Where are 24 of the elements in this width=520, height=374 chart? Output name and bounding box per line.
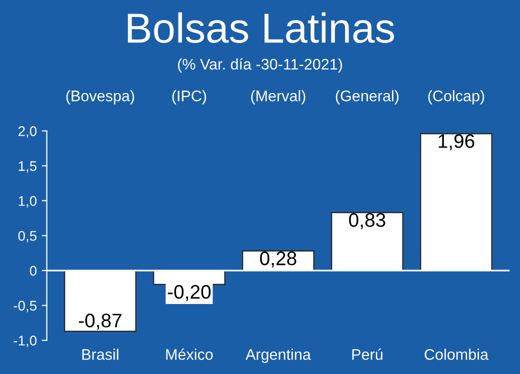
y-tick-label: -0,5 — [14, 300, 36, 312]
x-tick-label: Argentina — [246, 348, 311, 363]
chart-title: Bolsas Latinas — [128, 12, 394, 43]
text: (Colcap) — [428, 90, 484, 104]
data-label: -0,87 — [78, 314, 122, 330]
text: (Bovespa) — [66, 90, 134, 104]
chart-subtitle: (% Var. día -30-11-2021) — [178, 58, 342, 73]
x-tick-label: México — [166, 348, 213, 360]
y-tick-label: -1,0 — [14, 336, 37, 348]
y-tick-label: 1,5 — [18, 161, 36, 173]
y-tick-label: 0 — [30, 266, 37, 276]
data-label: 1,96 — [438, 134, 474, 150]
x-tick-label: Brasil — [82, 348, 118, 360]
text: (Merval) — [251, 90, 306, 104]
text: (IPC) — [172, 90, 206, 104]
text: (General) — [336, 90, 399, 104]
data-label: -0,20 — [168, 285, 211, 302]
x-tick-label: Perú — [352, 348, 382, 360]
y-tick-label: 1,0 — [18, 196, 37, 208]
y-tick-label: 0,5 — [18, 230, 36, 242]
y-tick-label: 2,0 — [18, 126, 37, 138]
data-label: 0,28 — [260, 251, 296, 268]
data-label: 0,83 — [349, 213, 386, 230]
x-tick-label: Colombia — [424, 348, 488, 360]
